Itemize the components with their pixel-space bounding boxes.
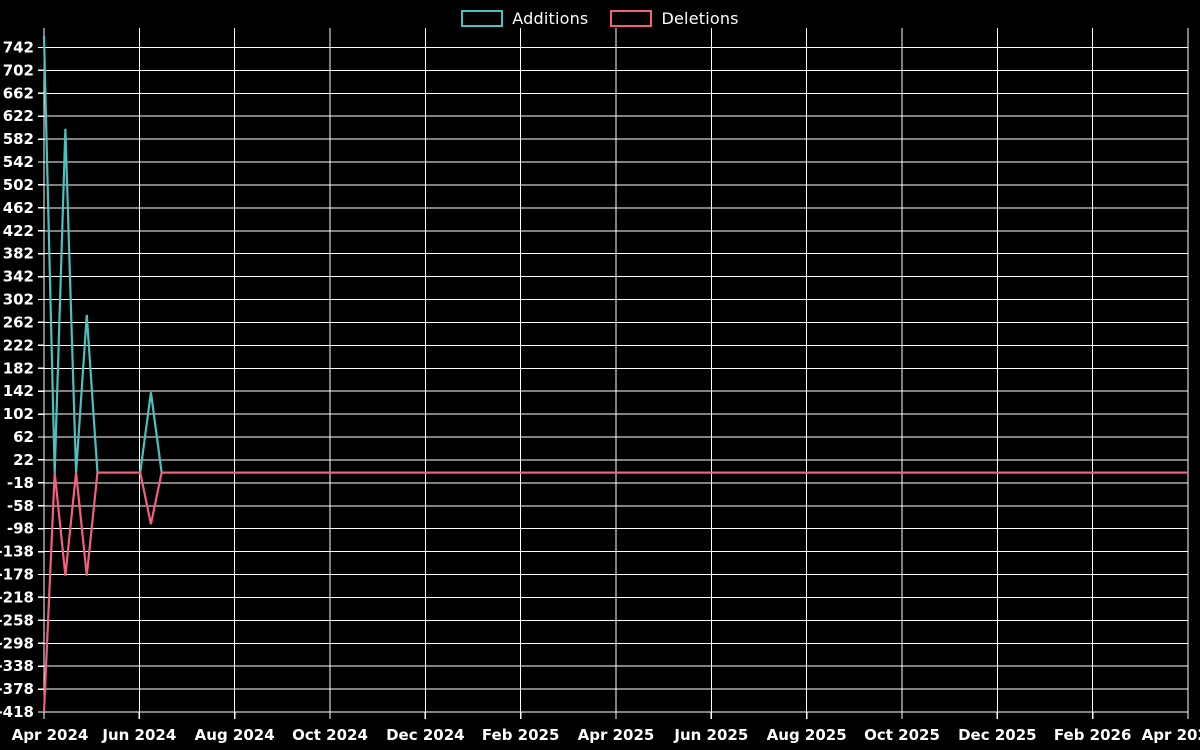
x-axis-tick-label: Aug 2025 <box>767 726 847 744</box>
legend-item-additions[interactable]: Additions <box>461 9 588 28</box>
x-axis-tick-label: Dec 2025 <box>958 726 1037 744</box>
y-axis-tick-label: 622 <box>3 107 34 125</box>
legend-label-additions: Additions <box>512 8 589 28</box>
x-axis-tick-label: Aug 2024 <box>195 726 275 744</box>
y-axis-tick-label: 662 <box>3 84 34 102</box>
y-axis-tick-label: -338 <box>0 657 34 675</box>
y-axis-tick-label: -258 <box>0 611 34 629</box>
y-axis-tick-label: 262 <box>3 313 34 331</box>
x-axis-tick-label: Oct 2025 <box>864 726 940 744</box>
y-axis-tick-label: 502 <box>3 176 34 194</box>
y-axis-tick-label: 582 <box>3 130 34 148</box>
x-axis-tick-label: Apr 2024 <box>12 726 89 744</box>
legend-item-deletions[interactable]: Deletions <box>610 8 739 28</box>
y-axis-ticks: 742 702 662 622 582 542 502 462 422 382 342 302 262 2… <box>0 38 44 721</box>
y-axis-tick-label: 742 <box>3 38 34 56</box>
y-axis-tick-label: -218 <box>0 588 34 606</box>
y-axis-tick-label: -418 <box>0 703 34 721</box>
x-axis-tick-label: Dec 2024 <box>386 726 465 744</box>
y-axis-tick-label: -378 <box>0 680 34 698</box>
x-axis-tick-label: Jun 2025 <box>673 726 748 744</box>
x-axis-tick-label: Apr 2026 <box>1142 726 1200 744</box>
series-layer <box>42 35 1188 713</box>
x-axis-tick-label: Feb 2025 <box>482 726 560 744</box>
y-axis-tick-label: 302 <box>3 291 34 309</box>
y-axis-tick-label: 62 <box>13 428 34 446</box>
y-axis-tick-label: 22 <box>13 451 34 469</box>
y-axis-tick-label: 702 <box>3 61 34 79</box>
y-axis-tick-label: -58 <box>7 497 34 515</box>
y-axis-tick-label: 542 <box>3 153 34 171</box>
chart-legend: Additions Deletions <box>0 0 1200 36</box>
legend-swatch-deletions-icon <box>610 9 653 27</box>
grid-layer <box>44 28 1189 713</box>
y-axis-tick-label: 142 <box>3 382 34 400</box>
y-axis-tick-label: 182 <box>3 359 34 377</box>
x-axis-tick-label: Feb 2026 <box>1054 726 1132 744</box>
y-axis-tick-label: 222 <box>3 336 34 354</box>
y-axis-tick-label: 342 <box>3 268 34 286</box>
y-axis-tick-label: -138 <box>0 543 34 561</box>
x-axis-tick-label: Jun 2024 <box>101 726 176 744</box>
x-axis-tick-label: Oct 2024 <box>292 726 368 744</box>
y-axis-tick-label: -18 <box>7 474 34 492</box>
y-axis-tick-label: 102 <box>3 405 34 423</box>
y-axis-tick-label: 462 <box>3 199 34 217</box>
legend-label-deletions: Deletions <box>661 8 739 28</box>
x-axis-ticks: Apr 2024 Jun 2024 Aug 2024 Oct 2024 Dec 2024… <box>12 712 1200 744</box>
y-axis-tick-label: -298 <box>0 634 34 652</box>
y-axis-tick-label: 422 <box>3 222 34 240</box>
series-line-deletions <box>42 471 1188 713</box>
x-axis-tick-label: Apr 2025 <box>578 726 655 744</box>
y-axis-tick-label: 382 <box>3 245 34 263</box>
y-axis-tick-label: -98 <box>7 520 34 538</box>
y-axis-tick-label: -178 <box>0 566 34 584</box>
legend-swatch-additions-icon <box>461 9 504 27</box>
